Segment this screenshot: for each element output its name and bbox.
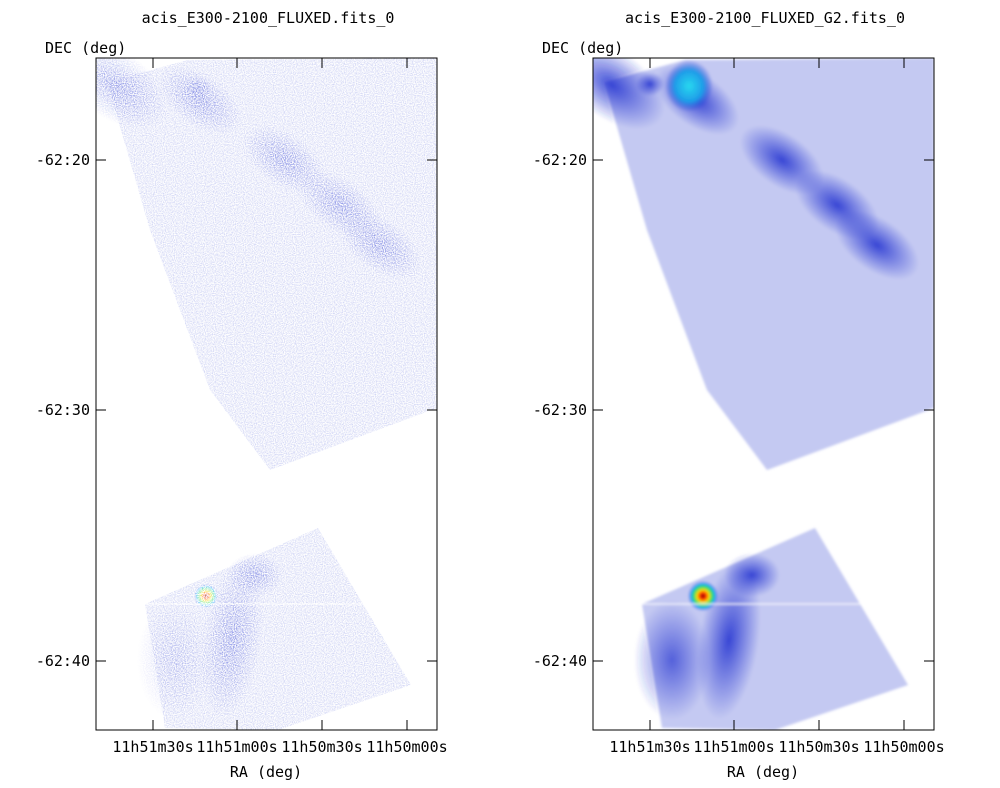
- y-tick-label: -62:20: [533, 151, 587, 169]
- image-area: [96, 58, 437, 730]
- x-tick-label: 11h51m30s: [112, 738, 193, 756]
- x-tick-label: 11h50m30s: [281, 738, 362, 756]
- emission-filament: [593, 58, 665, 130]
- y-axis-label: DEC (deg): [45, 39, 126, 57]
- x-tick-label: 11h50m00s: [366, 738, 447, 756]
- emission-filament: [834, 210, 920, 280]
- x-tick-label: 11h51m30s: [609, 738, 690, 756]
- y-tick-label: -62:20: [36, 151, 90, 169]
- image-area: [593, 58, 934, 730]
- emission-band: [137, 600, 213, 720]
- y-axis-label: DEC (deg): [542, 39, 623, 57]
- sky-image: [96, 58, 437, 730]
- bright-knot: [636, 72, 664, 96]
- emission-band: [634, 600, 710, 720]
- bright-knot: [184, 76, 212, 100]
- bright-knot: [665, 60, 713, 112]
- y-tick-label: -62:40: [36, 652, 90, 670]
- plot-frame: [95, 57, 438, 731]
- x-axis-label: RA (deg): [727, 763, 799, 781]
- panel-fluxed-g2: acis_E300-2100_FLUXED_G2.fits_0 DEC (deg…: [533, 9, 945, 781]
- point-source: [194, 584, 218, 608]
- panel-title: acis_E300-2100_FLUXED_G2.fits_0: [625, 9, 905, 27]
- panel-title: acis_E300-2100_FLUXED.fits_0: [142, 9, 395, 27]
- field-upper: [107, 58, 437, 470]
- emission-band: [724, 553, 780, 597]
- frame-border: [95, 57, 438, 731]
- frame-border: [592, 57, 935, 731]
- field-upper: [604, 58, 934, 470]
- emission-filament: [157, 65, 243, 135]
- x-tick-label: 11h50m30s: [778, 738, 859, 756]
- emission-filament: [337, 210, 423, 280]
- emission-filament: [96, 58, 168, 130]
- plot-frame: [592, 57, 935, 731]
- y-tick-label: -62:30: [533, 401, 587, 419]
- x-tick-label: 11h51m00s: [196, 738, 277, 756]
- point-source: [688, 581, 718, 611]
- x-tick-label: 11h51m00s: [693, 738, 774, 756]
- y-tick-label: -62:40: [533, 652, 587, 670]
- panel-fluxed: acis_E300-2100_FLUXED.fits_0 DEC (deg) -…: [36, 9, 448, 781]
- emission-band: [227, 553, 283, 597]
- y-tick-label: -62:30: [36, 401, 90, 419]
- x-tick-label: 11h50m00s: [863, 738, 944, 756]
- x-axis-label: RA (deg): [230, 763, 302, 781]
- sky-image: [593, 58, 934, 730]
